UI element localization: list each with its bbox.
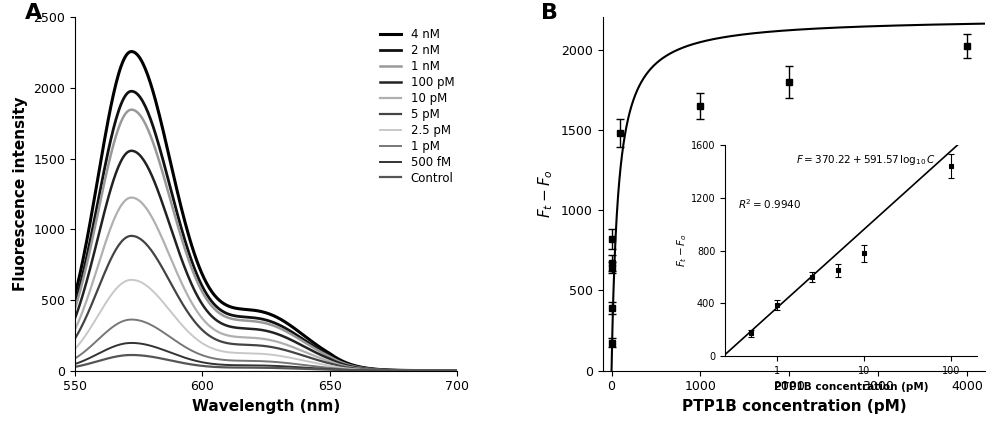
X-axis label: PTP1B concentration (pM): PTP1B concentration (pM) xyxy=(682,399,906,414)
Text: B: B xyxy=(541,3,558,23)
Y-axis label: $F_t - F_o$: $F_t - F_o$ xyxy=(537,170,555,218)
Legend: 4 nM, 2 nM, 1 nM, 100 pM, 10 pM, 5 pM, 2.5 pM, 1 pM, 500 fM, Control: 4 nM, 2 nM, 1 nM, 100 pM, 10 pM, 5 pM, 2… xyxy=(375,24,459,189)
Text: A: A xyxy=(25,3,43,23)
Y-axis label: Fluorescence intensity: Fluorescence intensity xyxy=(13,97,28,291)
X-axis label: Wavelength (nm): Wavelength (nm) xyxy=(192,399,340,414)
